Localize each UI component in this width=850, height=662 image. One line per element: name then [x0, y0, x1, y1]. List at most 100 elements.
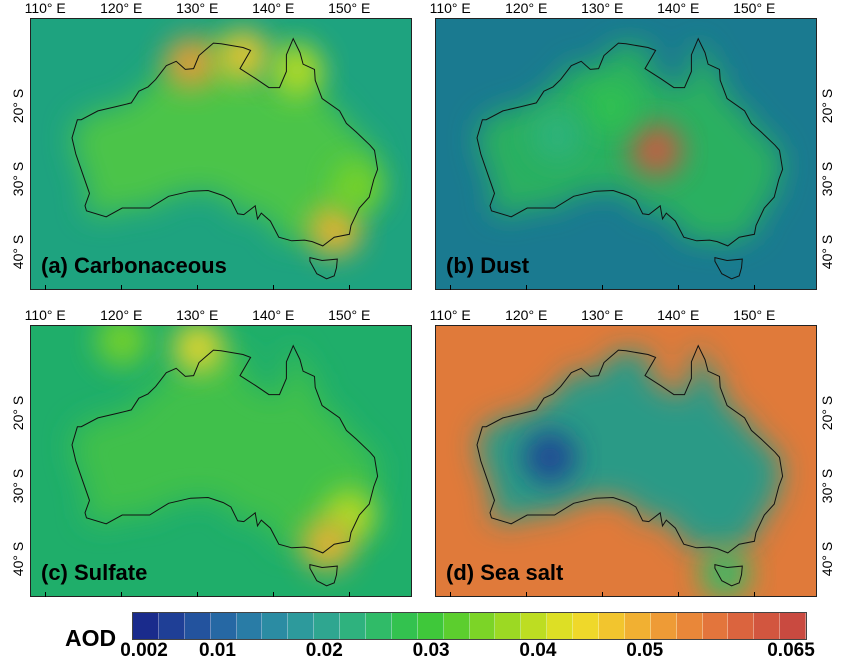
panel-label: (c) Sulfate	[41, 560, 148, 585]
y-tick-label: 30° S	[10, 161, 26, 196]
colorbar-segment-20	[624, 613, 651, 639]
colorbar	[132, 612, 807, 640]
x-tick-label: 130° E	[176, 307, 219, 323]
australia-coastline	[476, 344, 784, 554]
colorbar-tick-label: 0.03	[412, 640, 450, 661]
x-tick-mark	[526, 285, 528, 290]
australia-coastline	[476, 37, 784, 247]
x-tick-label: 130° E	[176, 0, 219, 16]
x-tick-mark	[197, 285, 199, 290]
x-tick-mark	[602, 285, 604, 290]
panel-label: (d) Sea salt	[446, 560, 564, 585]
x-tick-mark	[678, 285, 680, 290]
colorbar-segment-10	[366, 613, 392, 639]
colorbar-segment-11	[391, 613, 418, 639]
land-field	[477, 345, 783, 553]
x-tick-mark	[121, 592, 123, 597]
colorbar-tick-label: 0.05	[626, 640, 664, 661]
colorbar-segment-9	[340, 613, 367, 639]
colorbar-tick-label: 0.01	[198, 640, 236, 661]
colorbar-segment-18	[573, 613, 600, 639]
x-tick-mark	[349, 592, 351, 597]
x-tick-label: 110° E	[429, 307, 471, 323]
x-tick-mark	[678, 592, 680, 597]
y-tick-label: 40° S	[819, 234, 835, 269]
colorbar-segment-25	[754, 613, 781, 639]
y-tick-label: 30° S	[819, 468, 835, 503]
x-tick-label: 140° E	[252, 307, 295, 323]
map-panel-2: (b) Dust	[435, 18, 817, 290]
land-field	[72, 345, 378, 553]
x-tick-mark	[121, 285, 123, 290]
aod-hotspot-2	[217, 29, 270, 82]
colorbar-segment-8	[314, 613, 341, 639]
y-tick-label: 30° S	[10, 468, 26, 503]
panel-label: (a) Carbonaceous	[41, 253, 227, 278]
y-tick-label: 40° S	[819, 541, 835, 576]
x-tick-mark	[197, 592, 199, 597]
land-field	[477, 38, 783, 246]
x-tick-mark	[45, 285, 47, 290]
y-tick-label: 20° S	[819, 88, 835, 123]
x-tick-label: 130° E	[581, 0, 624, 16]
y-tick-label: 20° S	[10, 88, 26, 123]
aod-hotspot-1	[524, 431, 576, 484]
x-tick-label: 140° E	[252, 0, 295, 16]
aod-hotspot-5	[331, 160, 384, 213]
colorbar-segment-1	[133, 613, 159, 639]
map-panel-4: (d) Sea salt	[435, 325, 817, 597]
x-tick-label: 110° E	[429, 0, 471, 16]
x-tick-label: 150° E	[328, 0, 371, 16]
colorbar-tick-label: 0.02	[305, 640, 343, 661]
y-tick-label: 30° S	[819, 161, 835, 196]
panel-label: (b) Dust	[446, 253, 530, 278]
colorbar-segment-14	[469, 613, 496, 639]
x-tick-mark	[754, 592, 756, 597]
aod-hotspot-2	[584, 80, 637, 133]
aod-hotspot-4	[96, 326, 149, 367]
colorbar-segment-3	[184, 613, 211, 639]
colorbar-segment-6	[262, 613, 289, 639]
x-tick-mark	[754, 285, 756, 290]
colorbar-segment-17	[547, 613, 574, 639]
aod-hotspot-2	[698, 548, 751, 596]
colorbar-segment-21	[650, 613, 677, 639]
x-tick-mark	[602, 592, 604, 597]
colorbar-tick-label: 0.04	[519, 640, 557, 661]
colorbar-tick-label: 0.002	[120, 640, 168, 661]
x-tick-mark	[273, 592, 275, 597]
colorbar-segment-5	[236, 613, 263, 639]
aod-hotspot-3	[531, 109, 584, 162]
x-tick-label: 110° E	[24, 307, 66, 323]
tasmania-coastline	[309, 256, 338, 280]
colorbar-segment-2	[158, 613, 185, 639]
aod-hotspot-3	[301, 518, 354, 571]
aod-hotspot-3	[271, 44, 323, 97]
colorbar-segment-4	[210, 613, 237, 639]
australia-coastline	[71, 344, 379, 554]
map-svg	[31, 326, 411, 596]
map-svg	[436, 326, 816, 596]
colorbar-segment-7	[288, 613, 315, 639]
map-panel-1: (a) Carbonaceous	[30, 18, 412, 290]
x-tick-label: 140° E	[657, 0, 700, 16]
colorbar-segment-12	[417, 613, 444, 639]
colorbar-segment-13	[443, 613, 470, 639]
tasmania-coastline	[309, 563, 338, 587]
colorbar-segment-19	[599, 613, 625, 639]
aod-hotspot-4	[309, 204, 361, 257]
colorbar-segment-15	[495, 613, 522, 639]
x-tick-label: 120° E	[100, 0, 143, 16]
x-tick-mark	[450, 592, 452, 597]
colorbar-tick-label: 0.065	[767, 640, 815, 661]
colorbar-segment-16	[521, 613, 548, 639]
x-tick-label: 120° E	[505, 307, 548, 323]
x-tick-label: 130° E	[581, 307, 624, 323]
x-tick-label: 120° E	[505, 0, 548, 16]
x-tick-label: 150° E	[733, 0, 776, 16]
y-tick-label: 40° S	[10, 541, 26, 576]
x-tick-mark	[349, 285, 351, 290]
y-tick-label: 40° S	[10, 234, 26, 269]
aod-hotspot-1	[630, 124, 683, 177]
x-tick-label: 140° E	[657, 307, 700, 323]
